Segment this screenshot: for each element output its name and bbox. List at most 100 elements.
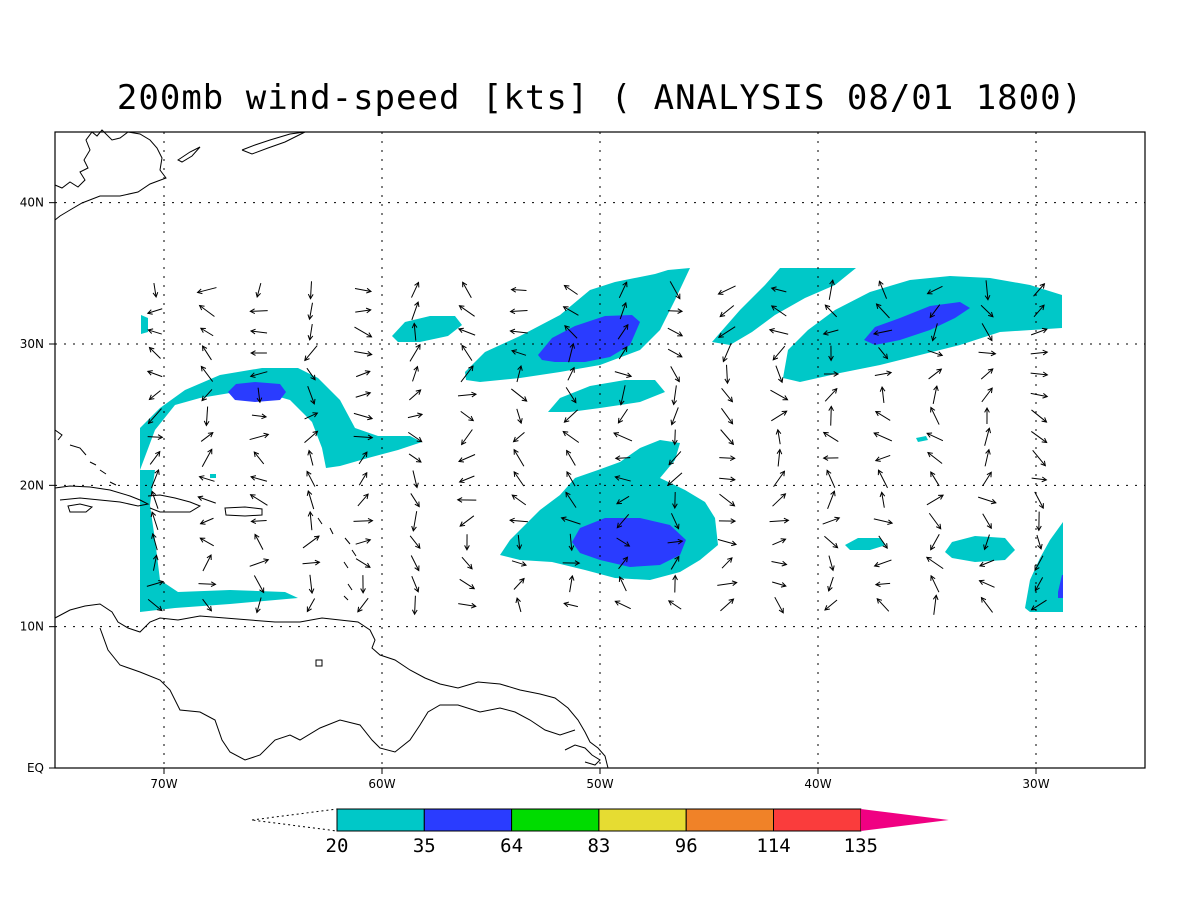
cyan-region-nw-arc	[140, 368, 422, 470]
lon-tick-label: 30W	[1022, 777, 1049, 791]
wind-vector	[250, 350, 267, 356]
wind-vector	[146, 308, 163, 315]
wind-vector	[670, 366, 680, 383]
wind-vector	[667, 348, 683, 358]
wind-vector	[564, 325, 578, 339]
wind-vector	[201, 389, 213, 402]
wind-vector	[511, 349, 527, 356]
wind-vector	[614, 475, 631, 482]
wind-vector	[568, 342, 576, 363]
wind-vector	[925, 556, 944, 570]
lat-tick-label: 40N	[20, 196, 44, 210]
wind-vector	[824, 387, 838, 402]
wind-vector	[824, 304, 838, 318]
wind-vector	[670, 555, 680, 570]
wind-vector	[201, 448, 213, 467]
wind-vector	[566, 470, 576, 487]
wind-vector	[619, 301, 628, 320]
wind-vector	[197, 495, 216, 504]
wind-vector	[1031, 431, 1048, 444]
wind-vector	[304, 430, 319, 444]
wind-vector	[672, 429, 678, 446]
wind-vector	[353, 412, 374, 421]
wind-vector	[203, 406, 210, 427]
colorbar-swatch	[423, 808, 513, 832]
wind-vector	[251, 413, 268, 420]
wind-vector	[771, 410, 788, 422]
wind-vector	[147, 408, 162, 425]
wind-vector	[202, 598, 213, 612]
wind-vector	[930, 323, 938, 342]
wind-vector	[828, 405, 834, 426]
wind-vector	[828, 555, 835, 572]
wind-vector	[307, 510, 314, 531]
wind-vector	[927, 451, 943, 464]
colorbar-level-label: 114	[756, 835, 790, 857]
wind-vector	[513, 577, 525, 590]
wind-vector	[250, 518, 267, 525]
lat-tick-label: 30N	[20, 337, 44, 351]
wind-vector	[307, 385, 316, 405]
wind-vector	[1036, 511, 1042, 532]
wind-vector	[199, 537, 214, 547]
wind-vector	[928, 368, 943, 380]
wind-vector	[1031, 476, 1048, 483]
wind-vector	[516, 408, 523, 425]
wind-vector	[249, 328, 268, 335]
wind-vector	[360, 575, 366, 594]
wind-vector	[720, 429, 735, 446]
wind-vector	[198, 304, 215, 317]
cyan-region-60w-blob	[392, 316, 462, 342]
wind-vector	[667, 472, 683, 486]
wind-vector	[565, 491, 577, 508]
wind-vector	[306, 367, 316, 381]
wind-vector	[516, 534, 523, 551]
wind-vector	[874, 581, 891, 588]
wind-vector	[878, 280, 888, 299]
cyan-region-small-nw	[141, 315, 148, 334]
wind-vector	[772, 493, 787, 507]
wind-vector	[460, 365, 474, 383]
wind-vector	[511, 494, 527, 506]
wind-vector	[151, 532, 158, 551]
wind-vector	[769, 517, 790, 524]
wind-vector	[152, 554, 159, 571]
wind-vector	[878, 535, 888, 549]
colorbar-level-label: 96	[675, 835, 698, 857]
colorbar-lower-extension	[251, 808, 338, 832]
wind-vector	[878, 347, 889, 360]
wind-vector	[410, 493, 420, 508]
wind-vector	[150, 511, 159, 531]
wind-vector	[1034, 577, 1044, 592]
coastlines	[54, 129, 609, 769]
wind-vector	[827, 576, 834, 592]
wind-vector	[412, 470, 419, 489]
wind-vector	[411, 281, 420, 298]
wind-vector	[873, 432, 893, 442]
wind-vector	[150, 468, 160, 489]
coastline-puerto-rico	[224, 506, 263, 517]
cyan-region-52w-band	[465, 268, 690, 382]
wind-vector	[509, 328, 528, 335]
wind-vector	[981, 387, 993, 403]
wind-vector	[614, 455, 631, 461]
wind-vector	[459, 515, 475, 527]
wind-vector	[719, 476, 736, 483]
wind-vector	[306, 489, 315, 510]
wind-vector	[509, 517, 528, 524]
wind-vector	[926, 285, 943, 295]
wind-vector	[563, 409, 578, 423]
wind-vector	[357, 493, 369, 507]
wind-vector	[1033, 304, 1045, 318]
cyan-region-caribbean-u	[140, 470, 298, 612]
wind-vector	[411, 595, 418, 616]
wind-vector	[879, 386, 886, 403]
wind-vector	[618, 575, 627, 592]
wind-vector	[614, 371, 633, 378]
wind-vector	[828, 345, 834, 362]
lat-axis-labels: 40N 30N 20N 10N EQ	[20, 196, 55, 775]
wind-vector	[563, 601, 579, 608]
wind-vector	[667, 308, 684, 314]
colorbar-level-label: 20	[326, 835, 349, 857]
lat-tick-label: 10N	[20, 620, 44, 634]
